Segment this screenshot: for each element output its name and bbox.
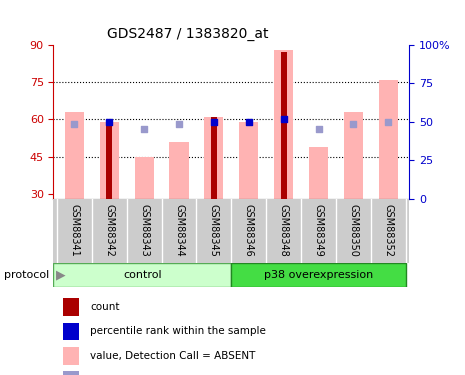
Text: GSM88349: GSM88349 [313, 204, 324, 257]
Bar [280, 53, 287, 199]
Bar [100, 122, 119, 199]
Bar [63, 322, 79, 340]
Bar [239, 122, 259, 199]
Text: GSM88341: GSM88341 [69, 204, 80, 257]
Text: GSM88348: GSM88348 [279, 204, 289, 257]
Bar [232, 262, 405, 287]
Bar [344, 112, 363, 199]
Bar [309, 147, 328, 199]
Text: control: control [123, 270, 162, 280]
Text: protocol: protocol [4, 270, 49, 280]
Bar [65, 112, 84, 199]
Point [280, 116, 287, 122]
Point [210, 119, 218, 125]
Point [106, 119, 113, 125]
Text: GSM88345: GSM88345 [209, 204, 219, 257]
Bar [169, 142, 189, 199]
Bar [379, 80, 398, 199]
Bar [53, 262, 231, 287]
Text: GSM88344: GSM88344 [174, 204, 184, 257]
Point [71, 122, 78, 128]
Point [175, 122, 183, 128]
Bar [106, 122, 113, 199]
Bar [134, 157, 154, 199]
Text: GDS2487 / 1383820_at: GDS2487 / 1383820_at [107, 27, 268, 41]
Bar [204, 117, 224, 199]
Point [350, 122, 357, 128]
Text: p38 overexpression: p38 overexpression [264, 270, 373, 280]
Text: GSM88352: GSM88352 [383, 204, 393, 257]
Bar [274, 50, 293, 199]
Point [385, 119, 392, 125]
Text: GSM88350: GSM88350 [348, 204, 359, 257]
Text: GSM88346: GSM88346 [244, 204, 254, 257]
Bar [211, 117, 217, 199]
Point [140, 126, 148, 132]
Text: GSM88343: GSM88343 [139, 204, 149, 257]
Text: percentile rank within the sample: percentile rank within the sample [90, 326, 266, 336]
Point [245, 119, 252, 125]
Text: count: count [90, 302, 120, 312]
Text: ▶: ▶ [56, 268, 66, 281]
Point [315, 126, 322, 132]
Text: GSM88342: GSM88342 [104, 204, 114, 257]
Bar [63, 298, 79, 316]
Bar [63, 347, 79, 364]
Text: value, Detection Call = ABSENT: value, Detection Call = ABSENT [90, 351, 255, 361]
Bar [63, 371, 79, 375]
